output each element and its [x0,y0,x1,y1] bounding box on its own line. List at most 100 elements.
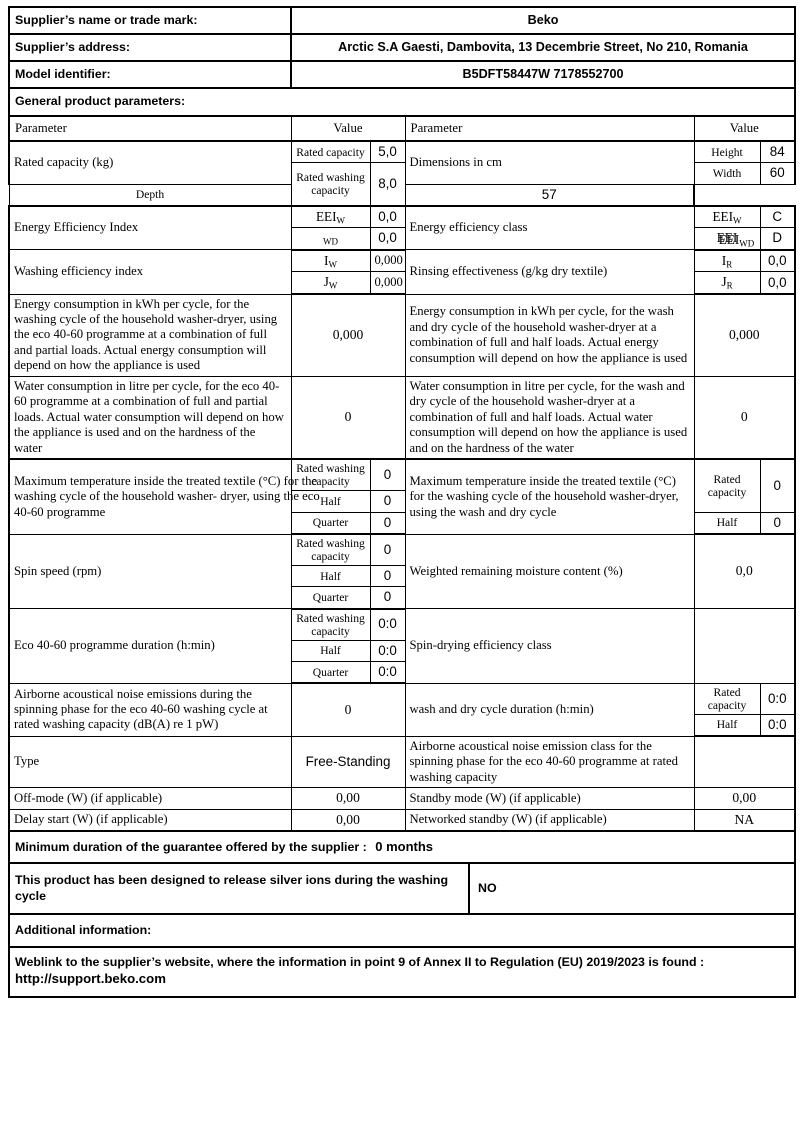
water-consumption-wash-label: Water consumption in litre per cycle, fo… [8,375,292,460]
column-value-left: Value [290,114,406,142]
spin-speed-sub-0-value: 0 [369,533,406,566]
eei-wd-label: WD [290,227,371,251]
table-row: Airborne acoustical noise emissions duri… [8,682,797,737]
supplier-name-label: Supplier’s name or trade mark: [8,5,292,36]
off-mode-label: Off-mode (W) (if applicable) [8,787,292,810]
energy-efficiency-index-label: Energy Efficiency Index [8,205,292,251]
max-temp-washdry-sub-0-value: 0 [759,458,797,513]
silver-ions-value: NO [468,862,796,915]
table-row: Rated capacity (kg) Rated capacity 5,0 D… [8,140,797,185]
eei-w-class-value: C [759,205,797,229]
footer-table: Minimum duration of the guarantee offere… [8,830,796,999]
jr-label: JR [693,271,761,296]
silver-ions-label: This product has been designed to releas… [8,862,470,915]
table-row: Spin speed (rpm) Rated washing capacity … [8,533,797,610]
weblink-cell: Weblink to the supplier’s website, where… [8,945,796,999]
max-temp-washdry-sub-1-label: Half [693,511,761,536]
table-row: Half 0:0 [9,639,795,662]
eei-w-label: EEIW [290,205,371,229]
max-temperature-washdry-label: Maximum temperature inside the treated t… [404,458,695,535]
eco-duration-sub-0-label: Rated washing capacity [290,608,371,641]
weblink-row: Weblink to the supplier’s website, where… [8,945,796,999]
column-value-right: Value [693,114,797,142]
general-parameters-row: General product parameters: [7,87,797,117]
silver-ions-row: This product has been designed to releas… [8,862,796,915]
supplier-address-value: Arctic S.A Gaesti, Dambovita, 13 Decembr… [289,33,797,63]
washdry-duration-sub-1-label: Half [693,713,761,738]
type-value: Free-Standing [290,735,406,789]
table-row: Eco 40-60 programme duration (h:min) Rat… [8,608,797,684]
table-row: JW 0,000 JR 0,0 [9,271,797,296]
table-row: Off-mode (W) (if applicable) 0,00 Standb… [8,787,797,810]
type-label: Type [8,735,292,789]
model-identifier-value: B5DFT58447W 7178552700 [289,60,797,90]
max-temp-washdry-sub-1-value: 0 [759,511,797,536]
max-temp-wash-sub-2-label: Quarter [290,511,371,536]
spin-speed-sub-1-label: Half [290,564,371,588]
eco-duration-sub-2-label: Quarter [290,660,371,685]
table-row: Washing efficiency index IW 0,000 Rinsin… [8,249,797,295]
table-row: Maximum temperature inside the treated t… [8,458,797,535]
noise-class-label: Airborne acoustical noise emission class… [404,735,695,789]
washdry-duration-sub-0-label: Rated capacity [693,682,761,715]
table-row: Depth 57 [8,183,795,208]
table-row: Energy Efficiency Index EEIW 0,0 Energy … [8,205,797,251]
spin-speed-sub-0-label: Rated washing capacity [290,533,371,566]
dimensions-sub-1-label: Width [693,162,761,185]
guarantee-value: 0 months [375,839,434,855]
model-identifier-label: Model identifier: [8,60,292,90]
water-consumption-washdry-label: Water consumption in litre per cycle, fo… [404,375,695,460]
table-row: Rated washing capacity 8,0 Width 60 [9,162,797,207]
column-parameter-left: Parameter [8,114,292,142]
supplier-name-value: Beko [289,5,797,36]
spin-speed-sub-2-value: 0 [369,586,406,610]
moisture-content-label: Weighted remaining moisture content (%) [404,533,695,610]
weblink-text: Weblink to the supplier’s website, where… [15,954,705,969]
weblink-url[interactable]: http://support.beko.com [15,971,166,987]
eco-duration-sub-0-value: 0:0 [369,608,406,641]
dimensions-sub-1-value: 60 [759,162,797,185]
max-temp-wash-sub-1-label: Half [290,490,371,513]
eei-wd-class-label: EEI EEIWD [693,227,761,251]
eco-duration-label: Eco 40-60 programme duration (h:min) [8,608,292,684]
additional-information-row: Additional information: [8,912,796,948]
max-temp-wash-sub-2-value: 0 [369,511,406,536]
energy-consumption-wash-value: 0,000 [290,293,406,377]
water-consumption-wash-value: 0 [290,375,406,460]
table-row: Quarter 0 Half 0 [9,511,797,536]
rated-capacity-sub-1-label: Rated washing capacity [290,162,371,207]
guarantee-row: Minimum duration of the guarantee offere… [8,830,796,865]
rated-capacity-sub-0-value: 5,0 [369,140,406,164]
eco-duration-sub-1-label: Half [290,639,371,662]
table-row: Energy consumption in kWh per cycle, for… [8,293,797,377]
rated-capacity-label: Rated capacity (kg) [8,140,292,185]
guarantee-cell: Minimum duration of the guarantee offere… [8,830,796,865]
energy-consumption-washdry-label: Energy consumption in kWh per cycle, for… [404,293,695,377]
table-row: Type Free-Standing Airborne acoustical n… [8,735,797,789]
washing-efficiency-index-label: Washing efficiency index [8,249,292,295]
spin-drying-class-value [693,608,797,684]
energy-efficiency-class-label: Energy efficiency class [404,205,695,251]
noise-emissions-value: 0 [290,682,406,737]
noise-emissions-label: Airborne acoustical noise emissions duri… [8,682,292,737]
spin-drying-class-label: Spin-drying efficiency class [404,608,695,684]
delay-start-value: 0,00 [290,808,406,833]
off-mode-value: 0,00 [290,787,406,810]
eco-duration-sub-1-value: 0:0 [369,639,406,662]
max-temp-wash-sub-0-value: 0 [369,458,406,492]
energy-consumption-washdry-value: 0,000 [693,293,797,377]
ir-value: 0,0 [759,249,797,273]
general-parameters-label: General product parameters: [7,87,797,117]
noise-class-value [693,735,797,789]
dimensions-sub-0-value: 84 [759,140,797,164]
washdry-duration-sub-1-value: 0:0 [759,713,797,738]
table-row: Water consumption in litre per cycle, fo… [8,375,797,460]
eco-duration-sub-2-value: 0:0 [369,660,406,685]
eei-w-value: 0,0 [369,205,406,229]
jr-value: 0,0 [759,271,797,296]
spin-speed-sub-1-value: 0 [369,564,406,588]
washdry-duration-label: wash and dry cycle duration (h:min) [404,682,695,737]
standby-mode-label: Standby mode (W) (if applicable) [404,787,695,810]
washdry-duration-sub-0-value: 0:0 [759,682,797,715]
table-row: Quarter 0:0 [9,660,795,685]
